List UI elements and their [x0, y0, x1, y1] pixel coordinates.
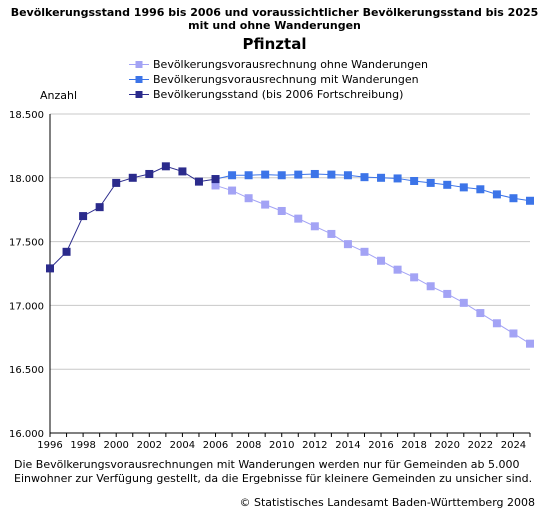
series-point-0 — [294, 214, 303, 223]
series-point-2 — [95, 203, 104, 212]
chart-title: Bevölkerungsstand 1996 bis 2006 und vora… — [10, 6, 539, 19]
series-point-1 — [261, 170, 270, 179]
chart-title-line2: mit und ohne Wanderungen — [188, 19, 361, 32]
series-point-0 — [228, 186, 237, 195]
series-point-1 — [410, 176, 419, 185]
series-point-0 — [211, 181, 220, 190]
series-point-0 — [310, 222, 319, 231]
series-point-0 — [244, 194, 253, 203]
footnote-line2: Einwohner zur Verfügung gestellt, da die… — [14, 472, 533, 485]
x-tick-label: 2018 — [401, 440, 426, 451]
series-point-0 — [327, 229, 336, 238]
series-point-2 — [112, 178, 121, 187]
series-point-0 — [459, 298, 468, 307]
x-tick-label: 2004 — [170, 440, 195, 451]
series-line-0 — [215, 184, 531, 345]
x-tick-label: 2024 — [501, 440, 526, 451]
series-point-0 — [393, 265, 402, 274]
x-tick-label: 2012 — [302, 440, 327, 451]
series-point-0 — [476, 309, 485, 318]
footnote: Die Bevölkerungsvorausrechnungen mit Wan… — [14, 458, 534, 486]
x-tick-label: 2020 — [435, 440, 460, 451]
y-axis-label: Anzahl — [40, 89, 78, 102]
x-tick-label: 2016 — [368, 440, 393, 451]
series-point-0 — [443, 289, 452, 298]
series-point-1 — [377, 173, 386, 182]
legend-label-bevoelkerungsstand: Bevölkerungsstand (bis 2006 Fortschreibu… — [153, 88, 404, 101]
series-point-1 — [327, 170, 336, 179]
series-point-1 — [294, 170, 303, 179]
series-point-2 — [128, 173, 137, 182]
series-point-1 — [277, 171, 286, 180]
x-tick-label: 2010 — [269, 440, 294, 451]
series-point-0 — [492, 319, 501, 328]
series-point-2 — [194, 177, 203, 186]
series-point-0 — [410, 273, 419, 282]
y-tick-label: 18.500 — [9, 110, 44, 121]
y-tick-label: 16.500 — [9, 365, 44, 376]
series-point-1 — [459, 183, 468, 192]
series-point-0 — [360, 247, 369, 256]
series-point-1 — [509, 194, 518, 203]
series-point-0 — [426, 282, 435, 291]
series-point-1 — [228, 171, 237, 180]
legend-swatch-ohne-wanderungen — [129, 61, 149, 68]
series-point-0 — [377, 256, 386, 265]
series-point-1 — [244, 171, 253, 180]
series-point-1 — [360, 173, 369, 182]
legend-swatch-mit-wanderungen — [129, 76, 149, 83]
x-tick-label: 1998 — [70, 440, 95, 451]
x-tick-label: 2002 — [137, 440, 162, 451]
x-tick-label: 2000 — [103, 440, 128, 451]
series-point-0 — [509, 329, 518, 338]
chart-subtitle: Pfinztal — [242, 35, 307, 53]
y-tick-label: 17.000 — [9, 301, 44, 312]
series-point-2 — [211, 175, 220, 184]
x-tick-label: 2022 — [468, 440, 493, 451]
series-point-1 — [526, 196, 534, 205]
footnote-line1: Die Bevölkerungsvorausrechnungen mit Wan… — [14, 458, 520, 471]
series-point-0 — [277, 206, 286, 215]
series-point-0 — [261, 200, 270, 209]
y-tick-label: 17.500 — [9, 238, 44, 249]
legend-label-ohne-wanderungen: Bevölkerungsvorausrechnung ohne Wanderun… — [153, 58, 428, 71]
x-tick-label: 2014 — [335, 440, 360, 451]
series-point-1 — [310, 169, 319, 178]
y-tick-label: 18.000 — [9, 174, 44, 185]
series-point-1 — [476, 185, 485, 194]
series-point-2 — [62, 247, 71, 256]
x-tick-label: 2006 — [203, 440, 228, 451]
series-point-1 — [492, 190, 501, 199]
series-point-1 — [443, 180, 452, 189]
series-point-2 — [46, 264, 54, 273]
x-tick-label: 2008 — [236, 440, 261, 451]
series-point-1 — [426, 178, 435, 187]
x-tick-label: 1996 — [37, 440, 62, 451]
series-point-2 — [178, 167, 187, 176]
series-point-2 — [145, 169, 154, 178]
series-point-1 — [393, 174, 402, 183]
series-point-0 — [343, 240, 352, 249]
legend-swatch-bevoelkerungsstand — [129, 91, 149, 98]
series-point-2 — [161, 162, 170, 171]
series-point-2 — [79, 212, 88, 221]
y-tick-label: 16.000 — [9, 429, 44, 440]
source-credit: © Statistisches Landesamt Baden-Württemb… — [239, 496, 535, 509]
series-point-1 — [343, 171, 352, 180]
legend-label-mit-wanderungen: Bevölkerungsvorausrechnung mit Wanderung… — [153, 73, 419, 86]
series-point-0 — [526, 339, 534, 348]
